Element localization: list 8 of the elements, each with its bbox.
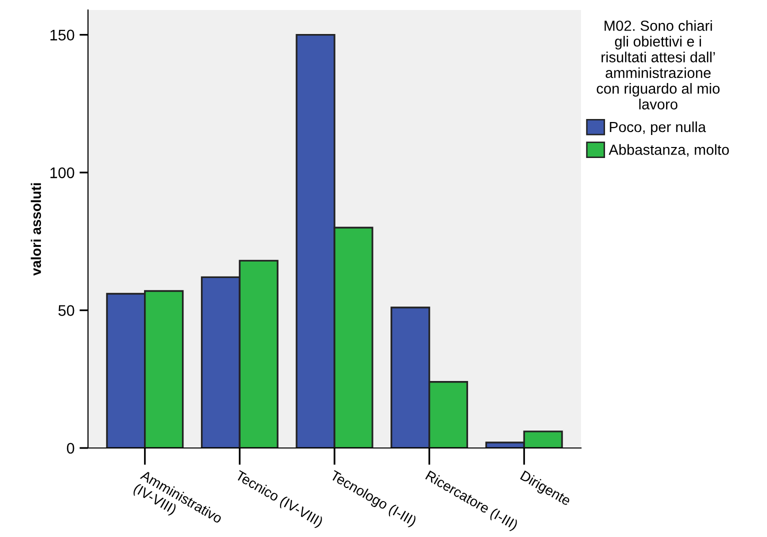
y-tick-label: 50 xyxy=(58,305,74,316)
y-tick-label: 0 xyxy=(66,442,74,454)
legend-label: Poco, per nulla xyxy=(610,121,706,136)
y-tick-label: 150 xyxy=(50,30,74,40)
legend-title: M02. Sono chiari gli obiettivi e i risultati attesi dall’ amministrazione con riguardo al mio lavoro xyxy=(596,20,720,110)
y-tick-label: 100 xyxy=(50,167,74,178)
y-axis-title: valori assoluti xyxy=(30,183,42,276)
legend-label: Abbastanza, molto xyxy=(608,144,729,157)
